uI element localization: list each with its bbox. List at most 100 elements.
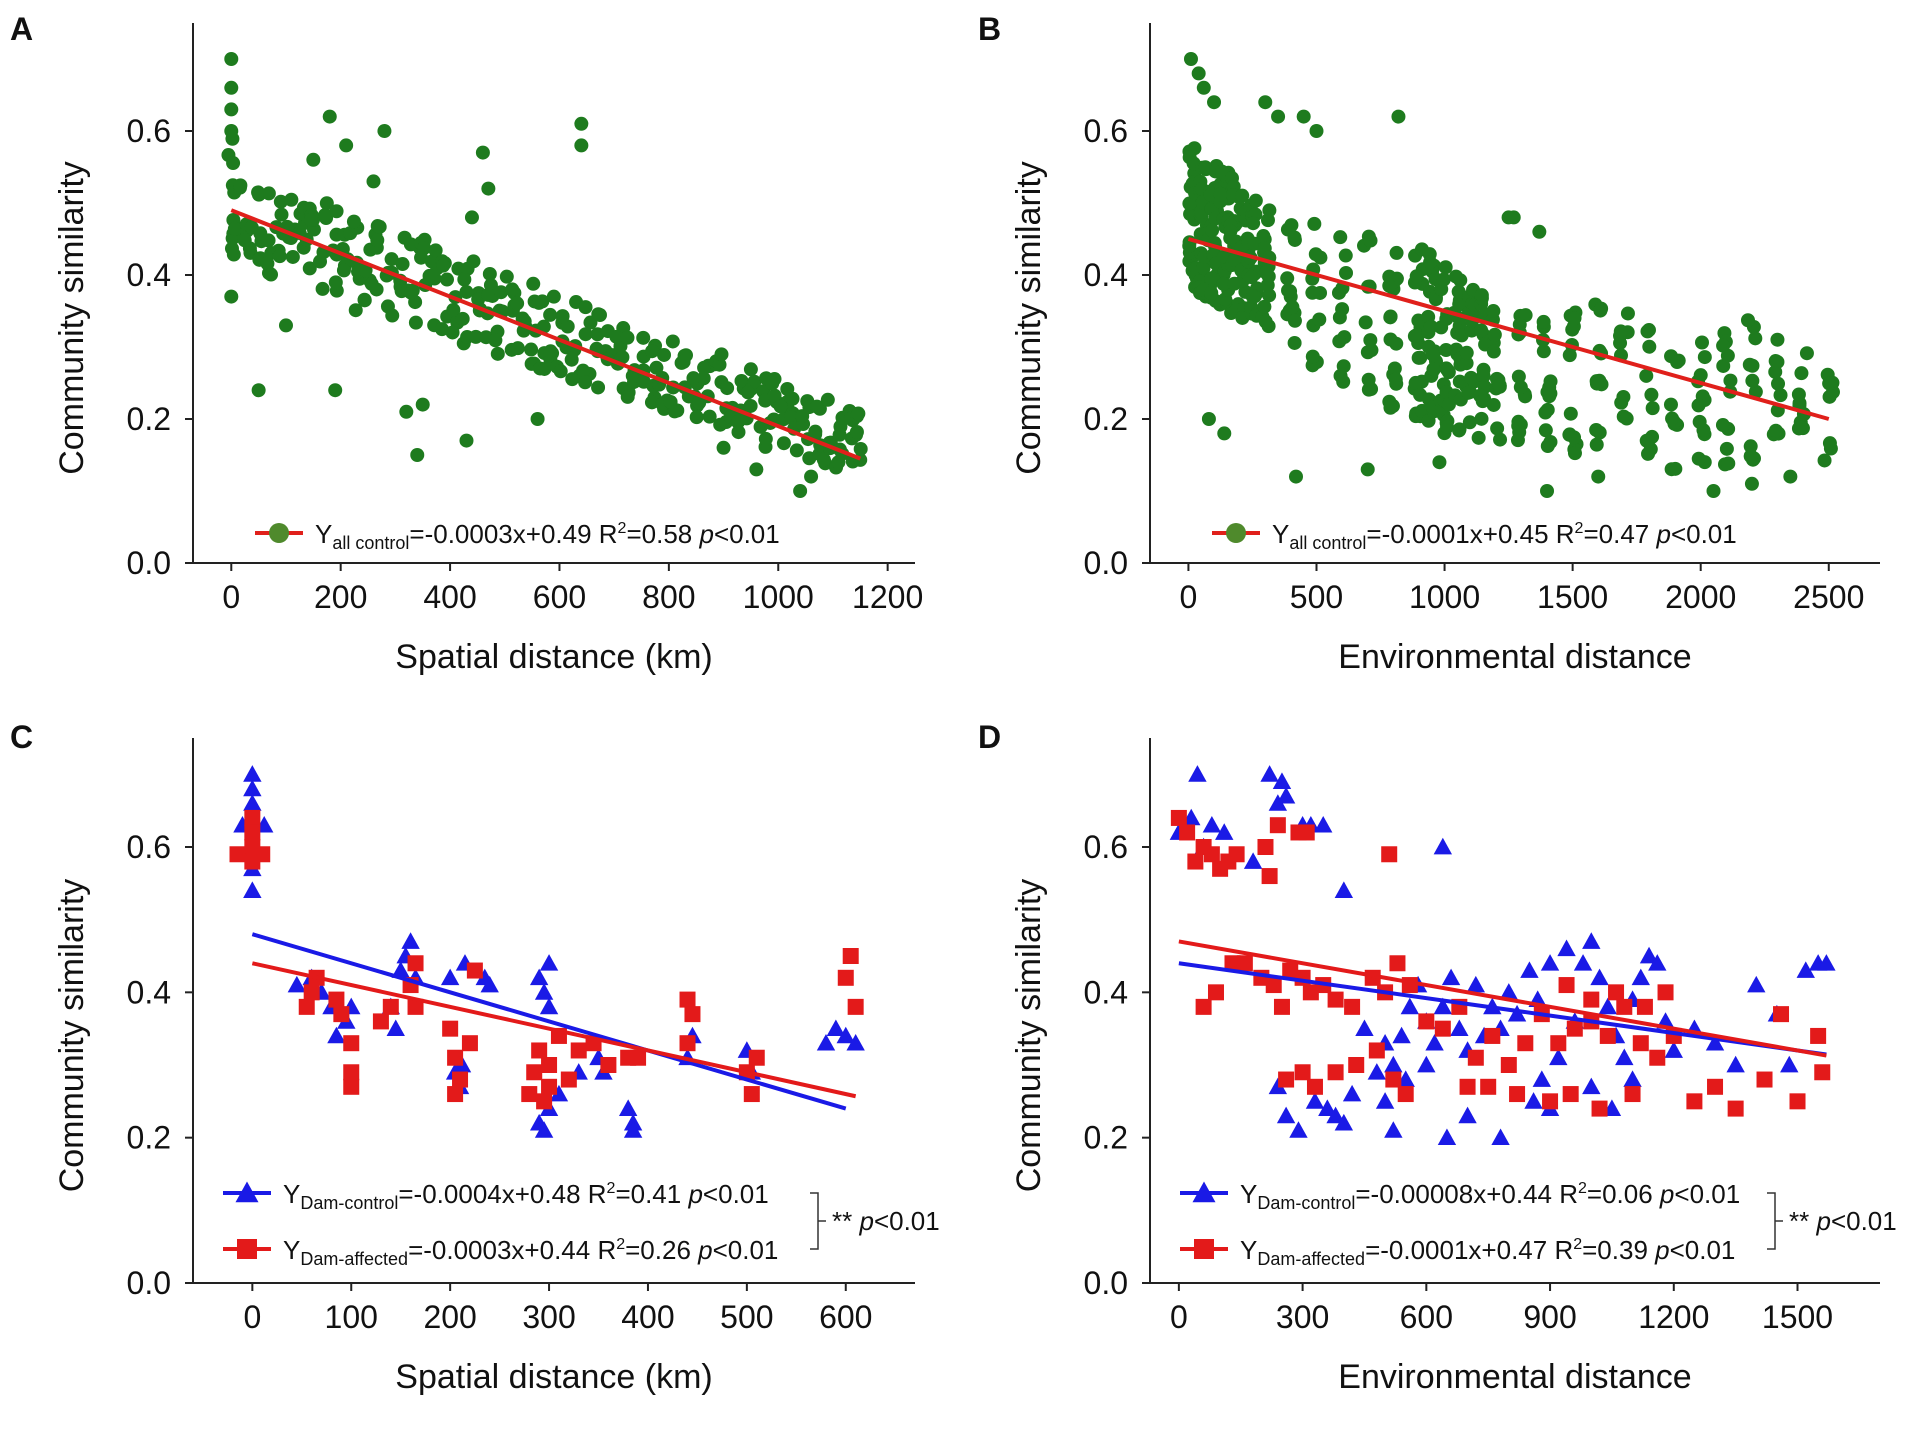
data-point: [1657, 984, 1674, 1001]
data-point: [1384, 1055, 1403, 1073]
legend-marker: [237, 1239, 257, 1259]
data-point: [261, 186, 276, 201]
data-point: [1202, 816, 1222, 833]
data-point: [452, 1071, 469, 1088]
legend: YDam-control=-0.0004x+0.48 R2=0.41 p<0.0…: [223, 1179, 778, 1269]
data-points: [229, 765, 865, 1138]
data-point: [1334, 1113, 1354, 1131]
data-point: [1400, 997, 1420, 1015]
data-point: [716, 440, 731, 455]
data-point: [1484, 1027, 1501, 1044]
data-point: [358, 263, 373, 278]
data-point: [1727, 1100, 1744, 1117]
data-point: [1361, 372, 1376, 387]
data-point: [1383, 310, 1398, 325]
data-point: [1540, 385, 1555, 400]
data-point: [1339, 265, 1354, 280]
data-point: [446, 303, 461, 318]
data-point: [1783, 469, 1798, 484]
bracket-label: ** p<0.01: [1789, 1206, 1897, 1236]
data-point: [1432, 455, 1447, 470]
data-point: [1507, 1004, 1527, 1022]
y-tick-label: 0.4: [127, 257, 171, 293]
data-point: [541, 1057, 558, 1073]
data-point: [1490, 421, 1505, 436]
legend-r-superscript: 2: [616, 1236, 625, 1253]
x-tick-label: 1200: [852, 579, 923, 615]
data-point: [842, 948, 859, 964]
data-point: [1417, 1055, 1436, 1073]
legend-text: Yall control=-0.0001x+0.45 R2=0.47 p<0.0…: [1272, 519, 1737, 553]
data-point: [1500, 1057, 1517, 1073]
data-point: [1276, 1106, 1296, 1124]
data-point: [1723, 373, 1738, 388]
data-point: [1780, 1055, 1799, 1073]
data-point: [1287, 335, 1302, 350]
panel-a: A 0.0 0.2 0.4 0.6 0 200 400 600 800 1000 1200 Spatia…: [10, 11, 923, 676]
data-point: [410, 448, 425, 462]
data-point: [343, 1078, 360, 1095]
legend-text: YDam-affected=-0.0001x+0.47 R2=0.39 p<0.…: [1240, 1235, 1735, 1269]
legend: Yall control=-0.0003x+0.49 R2=0.58 p<0.0…: [255, 519, 780, 553]
data-point: [1567, 446, 1582, 461]
data-point: [663, 394, 678, 409]
data-point: [510, 296, 525, 311]
legend-item: Yall control=-0.0003x+0.49 R2=0.58 p<0.0…: [255, 519, 780, 553]
data-point: [1246, 216, 1261, 231]
data-point: [1289, 469, 1303, 484]
data-point: [665, 334, 680, 349]
data-point: [785, 391, 800, 406]
data-point: [526, 276, 541, 291]
data-point: [1336, 359, 1351, 374]
data-point: [328, 275, 343, 290]
data-point: [302, 261, 317, 276]
data-point: [1540, 439, 1555, 454]
data-point: [1773, 1006, 1790, 1023]
legend-p-value: <0.01: [1671, 519, 1737, 549]
data-point: [1385, 1071, 1402, 1088]
data-point: [1260, 213, 1275, 228]
y-axis-label: Community similarity: [1010, 879, 1048, 1193]
data-point: [1326, 1106, 1345, 1124]
data-point: [1822, 436, 1837, 451]
data-point: [851, 406, 866, 421]
data-point: [1327, 1064, 1344, 1081]
data-point: [1582, 1077, 1601, 1095]
data-point: [1487, 327, 1502, 342]
data-point: [1590, 968, 1609, 986]
data-point: [529, 968, 549, 986]
data-point: [1179, 824, 1196, 841]
data-point: [1794, 366, 1809, 381]
legend-text: Yall control=-0.0003x+0.49 R2=0.58 p<0.0…: [315, 519, 780, 553]
data-point: [464, 210, 479, 225]
data-point: [401, 932, 420, 949]
data-point: [1308, 247, 1323, 262]
x-tick-label: 1000: [743, 579, 814, 615]
data-point: [1686, 1093, 1703, 1110]
data-point: [1423, 319, 1438, 334]
data-point: [1817, 954, 1836, 971]
data-point: [243, 881, 262, 898]
data-point: [530, 412, 545, 426]
data-point: [254, 846, 271, 863]
data-point: [837, 969, 854, 986]
data-point: [808, 424, 823, 439]
bracket-line: [810, 1192, 819, 1250]
data-point: [536, 1093, 553, 1110]
data-point: [1740, 313, 1755, 328]
data-point: [264, 267, 279, 282]
legend-p-value: <0.01: [714, 519, 780, 549]
data-point: [1742, 357, 1757, 372]
data-point: [414, 250, 429, 265]
data-point: [1599, 1027, 1616, 1044]
data-point: [1476, 369, 1491, 384]
data-point: [1434, 1020, 1451, 1037]
data-point: [1716, 338, 1731, 353]
data-point: [224, 52, 239, 66]
x-tick-label: 100: [325, 1299, 378, 1335]
data-point: [578, 300, 593, 315]
data-point: [224, 124, 239, 138]
legend-marker: [235, 1181, 259, 1203]
data-point: [1433, 997, 1453, 1015]
data-point: [1799, 346, 1814, 361]
